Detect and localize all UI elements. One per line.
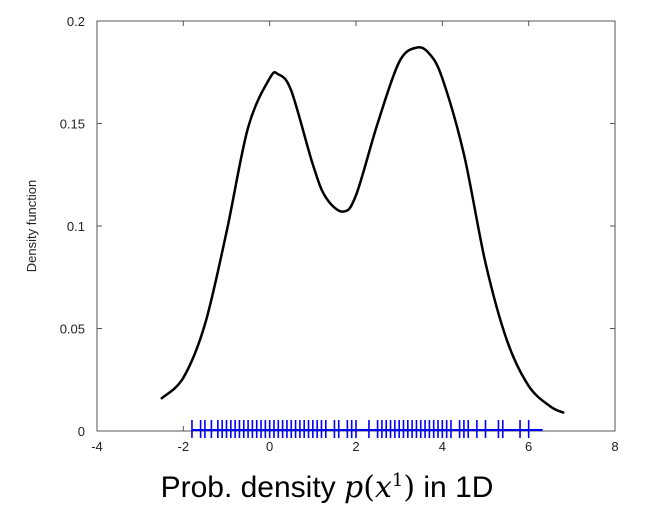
plot-frame bbox=[96, 20, 616, 432]
y-axis-label: Density function bbox=[24, 180, 39, 273]
x-tick-label: 0 bbox=[266, 439, 273, 454]
caption-math-fn: p bbox=[344, 470, 364, 505]
caption-math-var: x bbox=[374, 470, 392, 505]
y-tick-label: 0 bbox=[78, 424, 85, 439]
y-tick-label: 0.1 bbox=[67, 219, 85, 234]
caption-math-sup: 1 bbox=[391, 470, 404, 491]
x-tick-label: 6 bbox=[525, 439, 532, 454]
data-rug bbox=[191, 420, 543, 438]
figure-caption: Prob. density p(x1) in 1D bbox=[0, 470, 654, 505]
caption-suffix: in 1D bbox=[415, 471, 494, 504]
x-tick-label: -2 bbox=[178, 439, 190, 454]
caption-math: p(x1) bbox=[344, 470, 415, 505]
x-axis-ticks: -4 -2 0 2 4 6 8 bbox=[91, 21, 619, 454]
x-tick-label: -4 bbox=[91, 439, 103, 454]
x-tick-label: 8 bbox=[611, 439, 618, 454]
density-curve bbox=[160, 46, 565, 414]
x-tick-label: 4 bbox=[439, 439, 446, 454]
y-tick-label: 0.2 bbox=[67, 14, 85, 29]
density-chart: -4 -2 0 2 4 6 8 0 0.05 0.1 0.15 0.2 Density functi… bbox=[24, 14, 619, 454]
y-tick-label: 0.15 bbox=[60, 117, 85, 132]
caption-prefix: Prob. density bbox=[160, 471, 345, 504]
x-tick-label: 2 bbox=[352, 439, 359, 454]
caption-math-open: ( bbox=[363, 470, 375, 505]
y-axis-ticks: 0 0.05 0.1 0.15 0.2 bbox=[60, 14, 615, 439]
y-tick-label: 0.05 bbox=[60, 322, 85, 337]
caption-math-close: ) bbox=[403, 470, 416, 505]
